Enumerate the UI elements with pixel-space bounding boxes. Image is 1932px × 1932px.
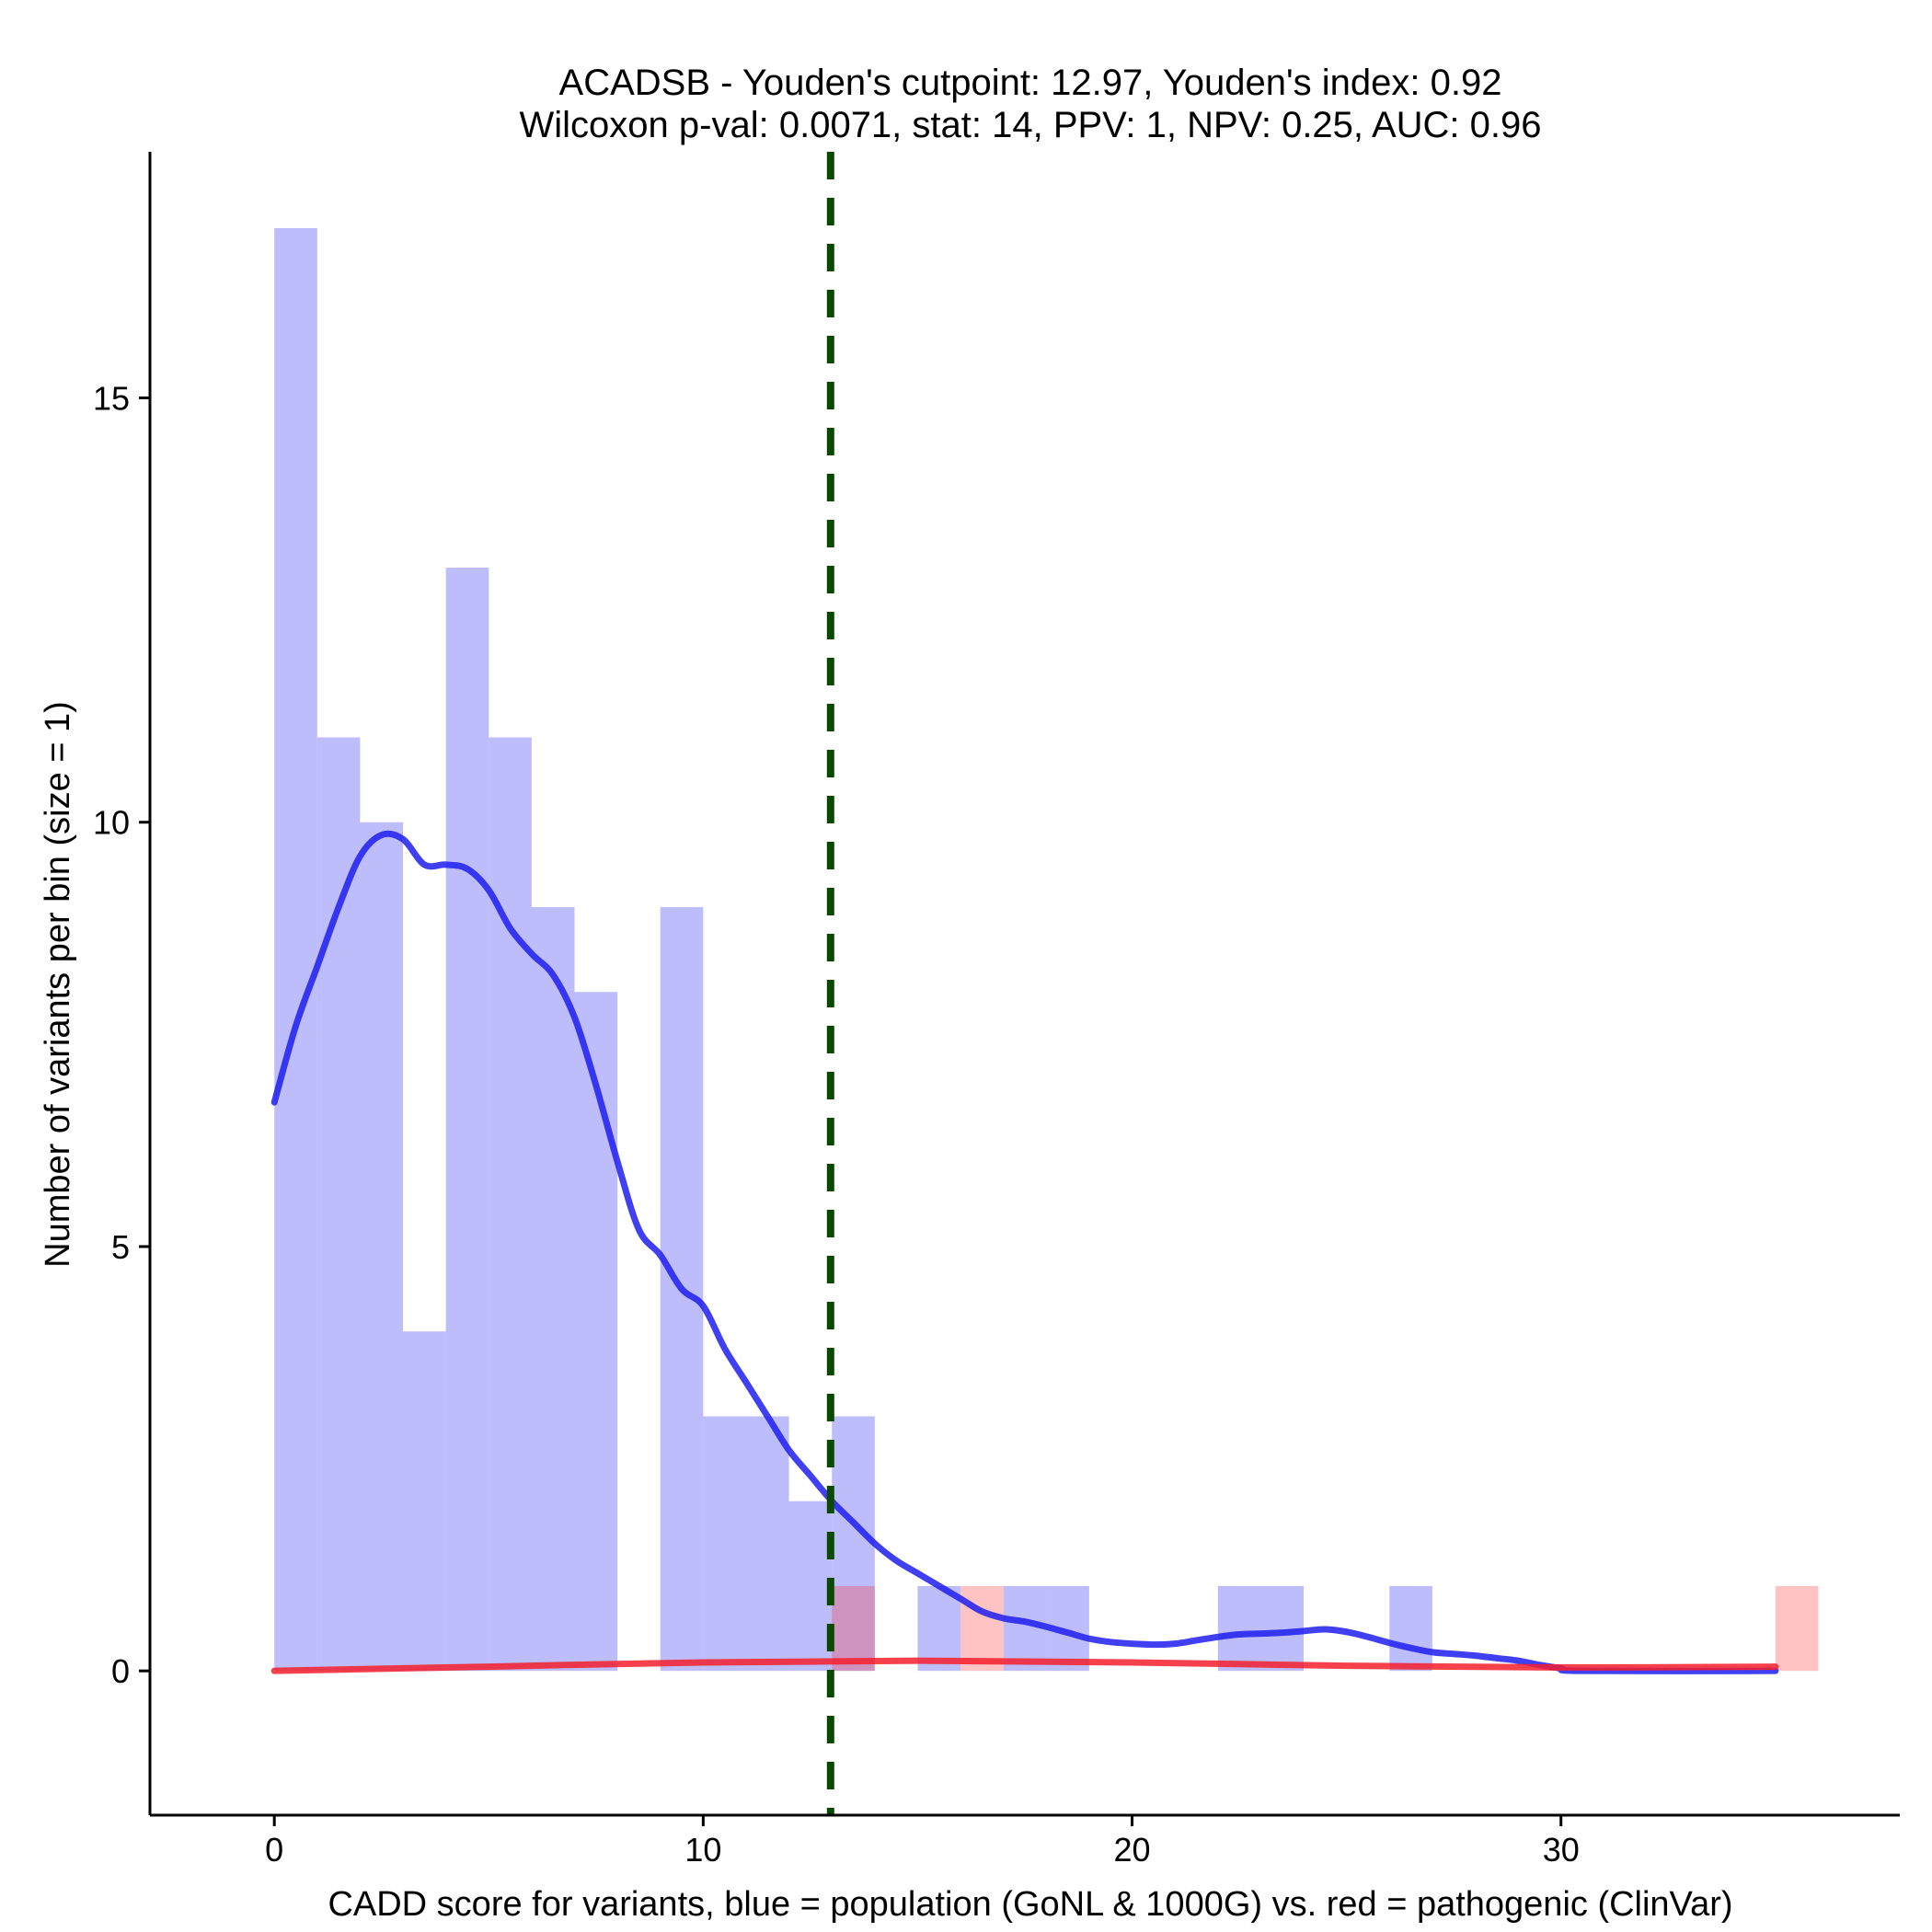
axes-layer: 0 10 20 30 0 5 10 15 xyxy=(93,152,1900,1869)
population-bar-5 xyxy=(489,737,532,1672)
population-bar-3 xyxy=(403,1331,446,1672)
x-tick-label-20: 20 xyxy=(1114,1831,1151,1869)
population-bar-4 xyxy=(445,568,489,1672)
population-bar-1 xyxy=(316,737,361,1672)
population-bar-10 xyxy=(745,1416,789,1672)
population-bar-13 xyxy=(917,1585,961,1672)
population-bar-14 xyxy=(1003,1585,1047,1672)
x-tick-label-0: 0 xyxy=(265,1831,283,1869)
x-axis-label: CADD score for variants, blue = populati… xyxy=(328,1885,1732,1924)
population-bar-16 xyxy=(1217,1585,1261,1672)
density-curves-layer xyxy=(270,830,1779,1674)
y-tick-label-0: 0 xyxy=(111,1652,130,1690)
population-bar-18 xyxy=(1389,1585,1432,1672)
y-tick-label-10: 10 xyxy=(93,804,130,842)
y-tick-label-15: 15 xyxy=(93,380,130,418)
y-axis-label: Number of variants per bin (size = 1) xyxy=(39,701,77,1268)
x-tick-label-30: 30 xyxy=(1543,1831,1580,1869)
population-bar-2 xyxy=(360,822,404,1672)
population-density-curve xyxy=(270,830,1779,1674)
population-bar-11 xyxy=(788,1501,833,1672)
population-bar-9 xyxy=(703,1416,746,1672)
population-bar-7 xyxy=(574,992,618,1672)
pathogenic-bar-2 xyxy=(1775,1585,1819,1672)
population-bar-12 xyxy=(832,1416,875,1672)
y-tick-label-5: 5 xyxy=(111,1228,130,1266)
pathogenic-density-curve xyxy=(270,1657,1779,1674)
population-bar-0 xyxy=(274,228,317,1672)
chart-title-line2: Wilcoxon p-val: 0.0071, stat: 14, PPV: 1… xyxy=(520,105,1542,145)
pathogenic-bar-0 xyxy=(832,1585,875,1672)
population-bar-6 xyxy=(531,906,575,1672)
bars-layer xyxy=(274,228,1819,1672)
chart-title-line1: ACADSB - Youden's cutpoint: 12.97, Youde… xyxy=(559,63,1502,103)
x-tick-label-10: 10 xyxy=(684,1831,721,1869)
